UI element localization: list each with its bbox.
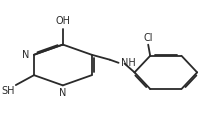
Text: SH: SH [1,86,15,96]
Text: Cl: Cl [143,33,153,43]
Text: OH: OH [55,16,70,26]
Text: NH: NH [121,58,136,68]
Text: N: N [59,88,67,99]
Text: N: N [22,50,29,60]
